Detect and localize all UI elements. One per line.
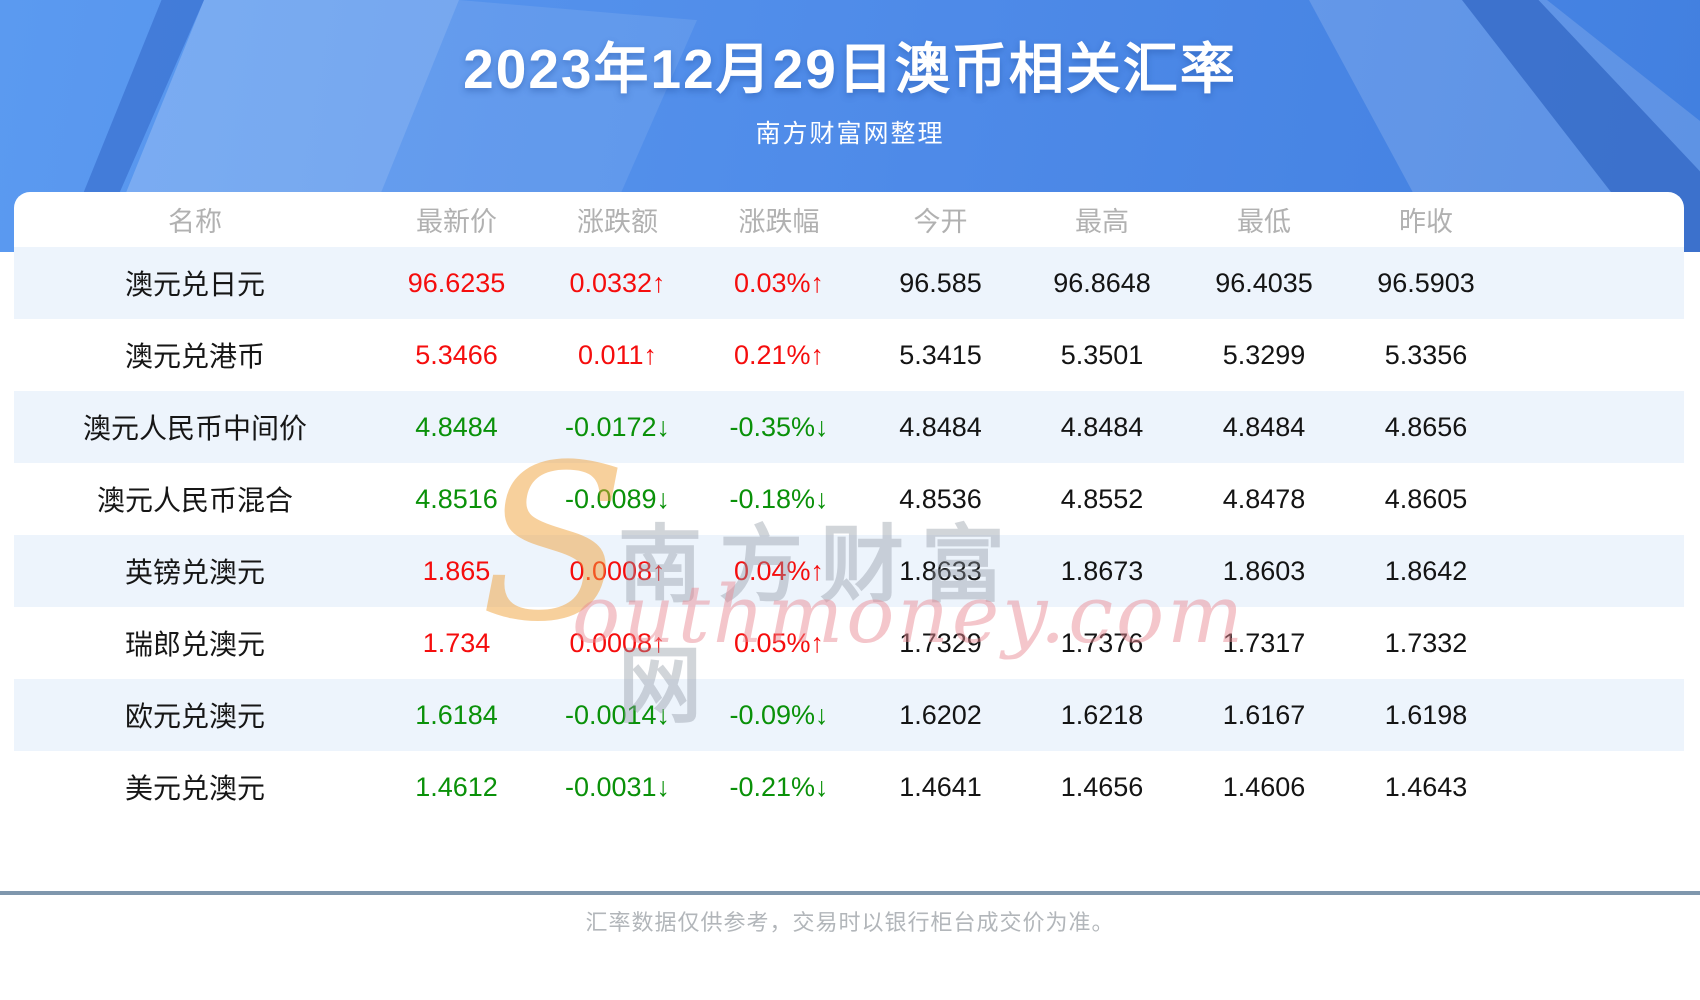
cell-high: 96.8648	[1053, 267, 1151, 298]
cell-open: 1.8633	[899, 555, 982, 586]
cell-change: -0.0031↓	[564, 771, 671, 802]
column-header-5: 最高	[1075, 207, 1129, 237]
cell-prev_close: 4.8656	[1384, 411, 1468, 442]
cell-name: 澳元人民币混合	[96, 485, 293, 516]
cell-spacer	[1507, 391, 1684, 463]
cell-change_pct: 0.04%↑	[733, 555, 825, 586]
cell-name: 英镑兑澳元	[124, 557, 265, 588]
cell-latest: 5.3466	[415, 339, 498, 370]
cell-change_pct: 0.21%↑	[733, 339, 825, 370]
cell-high: 1.6218	[1060, 699, 1144, 730]
cell-low: 1.7317	[1222, 627, 1306, 658]
cell-prev_close: 4.8605	[1384, 483, 1468, 514]
cell-prev_close: 1.4643	[1384, 771, 1468, 802]
cell-spacer	[1507, 319, 1684, 391]
cell-high: 5.3501	[1060, 339, 1144, 370]
table-row: 瑞郎兑澳元 1.734 0.0008↑ 0.05%↑ 1.7329 1.7376 1.731…	[14, 607, 1684, 679]
footer-divider	[0, 891, 1700, 895]
cell-prev_close: 1.7332	[1384, 627, 1468, 658]
rates-panel: 名称 最新价 涨跌额 涨跌幅 今开 最高 最低 昨收 澳元兑日元 96.6235 0.0332↑ 0…	[14, 192, 1684, 824]
cell-spacer	[1507, 751, 1684, 823]
cell-low: 1.6167	[1222, 699, 1306, 730]
cell-open: 1.7329	[899, 627, 982, 658]
cell-change: -0.0172↓	[564, 411, 671, 442]
cell-name: 美元兑澳元	[124, 773, 265, 804]
cell-open: 4.8484	[899, 411, 982, 442]
column-header-3: 涨跌幅	[738, 207, 820, 237]
table-row: 澳元人民币中间价 4.8484 -0.0172↓ -0.35%↓ 4.8484 4.848…	[14, 391, 1684, 463]
cell-open: 5.3415	[899, 339, 982, 370]
table-row: 英镑兑澳元 1.865 0.0008↑ 0.04%↑ 1.8633 1.8673 1.860…	[14, 535, 1684, 607]
column-header-spacer	[1507, 192, 1684, 247]
cell-change: 0.011↑	[577, 339, 658, 370]
footer-disclaimer: 汇率数据仅供参考，交易时以银行柜台成交价为准。	[585, 910, 1115, 935]
cell-high: 1.4656	[1060, 771, 1144, 802]
cell-high: 4.8484	[1060, 411, 1144, 442]
cell-low: 1.4606	[1222, 771, 1306, 802]
page-title: 2023年12月29日澳币相关汇率	[463, 38, 1237, 100]
cell-name: 澳元兑港币	[124, 341, 265, 372]
cell-change_pct: -0.18%↓	[729, 483, 829, 514]
table-header-row: 名称 最新价 涨跌额 涨跌幅 今开 最高 最低 昨收	[14, 192, 1684, 247]
cell-prev_close: 1.6198	[1384, 699, 1468, 730]
page-subtitle: 南方财富网整理	[755, 120, 945, 148]
column-header-2: 涨跌额	[577, 207, 658, 237]
cell-change_pct: 0.05%↑	[733, 627, 825, 658]
cell-high: 4.8552	[1060, 483, 1144, 514]
cell-change: -0.0089↓	[564, 483, 671, 514]
cell-latest: 1.734	[422, 627, 491, 658]
cell-change_pct: 0.03%↑	[733, 267, 825, 298]
table-row: 美元兑澳元 1.4612 -0.0031↓ -0.21%↓ 1.4641 1.4656 1.…	[14, 751, 1684, 823]
cell-latest: 1.6184	[415, 699, 498, 730]
table-row: 欧元兑澳元 1.6184 -0.0014↓ -0.09%↓ 1.6202 1.6218 1.…	[14, 679, 1684, 751]
cell-high: 1.7376	[1060, 627, 1144, 658]
table-row: 澳元兑港币 5.3466 0.011↑ 0.21%↑ 5.3415 5.3501 5.329…	[14, 319, 1684, 391]
column-header-7: 昨收	[1399, 207, 1453, 237]
cell-open: 1.6202	[899, 699, 982, 730]
cell-open: 96.585	[899, 267, 982, 298]
cell-name: 澳元人民币中间价	[82, 413, 307, 444]
cell-latest: 1.4612	[415, 771, 498, 802]
cell-prev_close: 5.3356	[1384, 339, 1468, 370]
cell-low: 96.4035	[1215, 267, 1313, 298]
cell-name: 欧元兑澳元	[124, 701, 265, 732]
cell-spacer	[1507, 247, 1684, 319]
cell-latest: 4.8516	[415, 483, 498, 514]
cell-low: 1.8603	[1222, 555, 1306, 586]
cell-latest: 1.865	[422, 555, 491, 586]
cell-open: 4.8536	[899, 483, 982, 514]
cell-high: 1.8673	[1060, 555, 1144, 586]
cell-spacer	[1507, 463, 1684, 535]
cell-change_pct: -0.09%↓	[729, 699, 829, 730]
cell-open: 1.4641	[899, 771, 982, 802]
cell-prev_close: 96.5903	[1377, 267, 1475, 298]
column-header-1: 最新价	[416, 207, 497, 237]
cell-prev_close: 1.8642	[1384, 555, 1468, 586]
cell-name: 瑞郎兑澳元	[124, 629, 265, 660]
table-row: 澳元人民币混合 4.8516 -0.0089↓ -0.18%↓ 4.8536 4.8552…	[14, 463, 1684, 535]
column-header-4: 今开	[913, 207, 968, 237]
column-header-6: 最低	[1237, 207, 1291, 237]
cell-name: 澳元兑日元	[124, 269, 265, 300]
cell-change: 0.0332↑	[569, 267, 666, 298]
exchange-rate-table: 名称 最新价 涨跌额 涨跌幅 今开 最高 最低 昨收 澳元兑日元 96.6235 0.0332↑ 0…	[14, 192, 1684, 823]
cell-change: 0.0008↑	[569, 555, 666, 586]
cell-low: 4.8478	[1222, 483, 1306, 514]
table-row: 澳元兑日元 96.6235 0.0332↑ 0.03%↑ 96.585 96.8648 96…	[14, 247, 1684, 319]
cell-change_pct: -0.35%↓	[729, 411, 829, 442]
cell-low: 5.3299	[1222, 339, 1306, 370]
cell-spacer	[1507, 607, 1684, 679]
cell-change: -0.0014↓	[564, 699, 671, 730]
cell-spacer	[1507, 535, 1684, 607]
column-header-0: 名称	[168, 207, 222, 237]
cell-latest: 4.8484	[415, 411, 498, 442]
cell-latest: 96.6235	[407, 267, 506, 298]
cell-spacer	[1507, 679, 1684, 751]
cell-change_pct: -0.21%↓	[729, 771, 829, 802]
cell-change: 0.0008↑	[569, 627, 666, 658]
cell-low: 4.8484	[1222, 411, 1306, 442]
